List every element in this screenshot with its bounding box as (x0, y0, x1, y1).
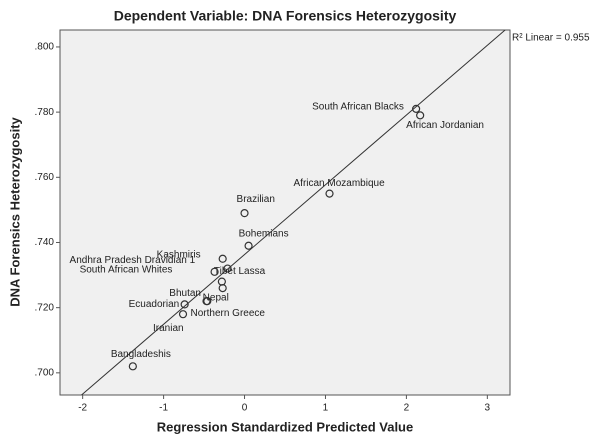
y-tick-label: .700 (35, 367, 55, 378)
y-tick-label: .760 (35, 172, 55, 183)
y-tick-label: .740 (35, 237, 55, 248)
point (240, 209, 249, 218)
y-axis-title: DNA Forensics Heterozygosity (7, 116, 22, 306)
y-tick-label: .800 (35, 42, 55, 53)
point (244, 241, 253, 250)
point (416, 111, 425, 120)
x-tick-label: -2 (78, 403, 87, 414)
point-label: Nepal (203, 293, 229, 304)
point (128, 362, 137, 371)
point (202, 297, 211, 306)
point-label: Ecuadorian (129, 299, 180, 310)
x-axis-title: Regression Standardized Predicted Value (157, 419, 413, 434)
point-label: Iranian (153, 323, 184, 334)
point-label: Northern Greece (190, 308, 265, 319)
y-tick-label: .780 (35, 107, 55, 118)
point (210, 267, 219, 276)
point-label: African Mozambique (294, 178, 386, 189)
point (218, 254, 227, 263)
point-label: Kashmiris (157, 249, 201, 260)
point-label: African Jordanian (406, 120, 484, 131)
x-tick-label: 0 (242, 403, 248, 414)
r2-annotation: R² Linear = 0.955 (512, 33, 590, 44)
x-tick-label: 2 (404, 403, 410, 414)
x-tick-label: 3 (485, 403, 491, 414)
point-label: Bangladeshis (111, 349, 171, 360)
point (218, 284, 227, 293)
point-label: Andhra Pradesh Dravidian 1 (70, 255, 196, 266)
fit-line (80, 30, 506, 395)
point (180, 300, 189, 309)
point-label: Brazilian (237, 194, 275, 205)
point-label: Bohemians (239, 228, 289, 239)
plot-area (59, 29, 511, 396)
point-label: South African Whites (80, 264, 173, 275)
point (178, 310, 188, 319)
point (223, 264, 232, 273)
point (325, 189, 334, 198)
y-tick-label: .720 (35, 302, 55, 313)
point (412, 104, 421, 113)
chart-title: Dependent Variable: DNA Forensics Hetero… (114, 8, 457, 24)
x-tick-label: -1 (159, 403, 168, 414)
point-label: South African Blacks (312, 102, 404, 113)
point-label: Tibet Lassa (214, 266, 266, 277)
x-tick-label: 1 (323, 403, 329, 414)
point-label: Bhutan (169, 288, 201, 299)
plot-clip (80, 30, 506, 395)
